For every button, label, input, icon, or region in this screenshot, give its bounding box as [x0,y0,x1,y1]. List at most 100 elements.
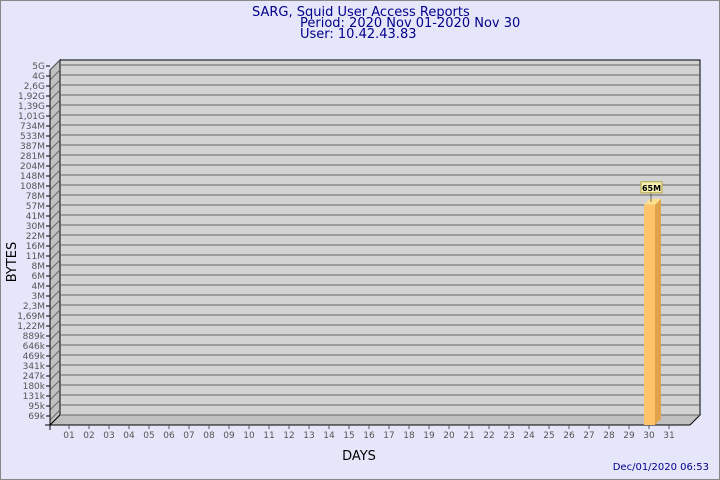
x-axis-label: DAYS [342,449,376,464]
report-timestamp: Dec/01/2020 06:53 [613,462,709,473]
y-tick-label: 95k [28,402,45,412]
gridline-depth [49,199,61,211]
y-tick-label: 41M [26,212,45,222]
chart-subtitle-period: Period: 2020 Nov 01-2020 Nov 30 [300,16,520,31]
x-tick-label: 11 [263,431,274,441]
x-tick-label: 23 [503,431,514,441]
x-tick-label: 25 [543,431,554,441]
y-tick-label: 8M [32,262,46,272]
y-tick-label: 11M [26,252,45,262]
x-tick-label: 10 [243,431,255,441]
y-tick-label: 469k [23,352,46,362]
y-tick-label: 6M [32,272,46,282]
x-tick-label: 12 [283,431,294,441]
y-tick-label: 16M [26,242,45,252]
y-tick-label: 108M [20,182,45,192]
y-tick-label: 180k [23,382,46,392]
gridline-depth [49,319,61,331]
y-tick-label: 533M [20,132,45,142]
y-axis-label: BYTES [5,242,20,283]
x-tick-label: 17 [383,431,394,441]
gridline-depth [49,89,61,101]
x-tick-label: 29 [623,431,635,441]
gridline-depth [49,249,61,261]
gridline-depth [49,309,61,321]
x-tick-label: 01 [63,431,74,441]
y-tick-label: 4M [32,282,46,292]
y-tick-label: 734M [20,122,45,132]
x-tick-label: 22 [483,431,494,441]
x-tick-label: 04 [123,431,135,441]
x-tick-label: 03 [103,431,114,441]
gridline-depth [49,159,61,171]
x-tick-label: 15 [343,431,354,441]
x-tick-label: 28 [603,431,615,441]
x-tick-label: 27 [583,431,594,441]
gridline-depth [49,289,61,301]
gridline-depth [49,379,61,391]
y-tick-label: 1,39G [18,102,45,112]
y-tick-label: 281M [20,152,45,162]
y-tick-label: 2,6G [24,82,45,92]
y-tick-label: 131k [23,392,46,402]
bar [644,204,655,425]
y-tick-label: 387M [20,142,45,152]
y-tick-label: 57M [26,202,45,212]
gridline-depth [49,69,61,81]
y-tick-label: 204M [20,162,45,172]
x-tick-label: 31 [663,431,674,441]
y-tick-label: 30M [26,222,45,232]
y-tick-label: 1,69M [17,312,45,322]
gridline-depth [49,169,61,181]
gridline-depth [49,59,61,71]
x-tick-label: 21 [463,431,474,441]
gridline-depth [49,229,61,241]
plot-floor [48,414,702,426]
gridline-depth [49,269,61,281]
x-tick-label: 24 [523,431,535,441]
chart-title: SARG, Squid User Access Reports [252,5,470,20]
gridline-depth [49,349,61,361]
x-tick-label: 08 [203,431,215,441]
gridline-depth [49,339,61,351]
bar-data-label: 65M [642,184,661,193]
chart-subtitle-user: User: 10.42.43.83 [300,27,416,42]
x-tick-label: 02 [83,431,94,441]
x-tick-label: 05 [143,431,154,441]
gridline-depth [49,119,61,131]
y-tick-label: 1,22M [17,322,45,332]
gridline-depth [49,279,61,291]
y-tick-label: 2,3M [23,302,45,312]
x-tick-label: 26 [563,431,575,441]
y-tick-label: 4G [32,72,45,82]
gridline-depth [49,219,61,231]
y-tick-label: 1,01G [18,112,45,122]
y-tick-label: 69k [28,412,45,422]
gridline-depth [49,109,61,121]
y-tick-label: 78M [26,192,45,202]
gridline-depth [49,209,61,221]
gridline-depth [49,179,61,191]
x-tick-label: 14 [323,431,335,441]
y-tick-label: 148M [20,172,45,182]
y-tick-label: 889k [23,332,46,342]
gridline-depth [49,389,61,401]
gridline-depth [49,79,61,91]
gridline-depth [49,359,61,371]
x-tick-label: 06 [163,431,175,441]
bar-side [655,198,661,425]
x-tick-label: 20 [443,431,455,441]
x-tick-label: 30 [643,431,655,441]
x-tick-label: 07 [183,431,194,441]
gridline-depth [49,259,61,271]
y-tick-label: 5G [32,62,45,72]
gridline-depth [49,299,61,311]
bar-top [644,198,661,205]
y-tick-label: 247k [23,372,46,382]
gridline-depth [49,139,61,151]
gridline-depth [49,329,61,341]
bar-label-box [640,181,663,194]
gridline-depth [49,369,61,381]
plot-back-wall [59,59,701,416]
